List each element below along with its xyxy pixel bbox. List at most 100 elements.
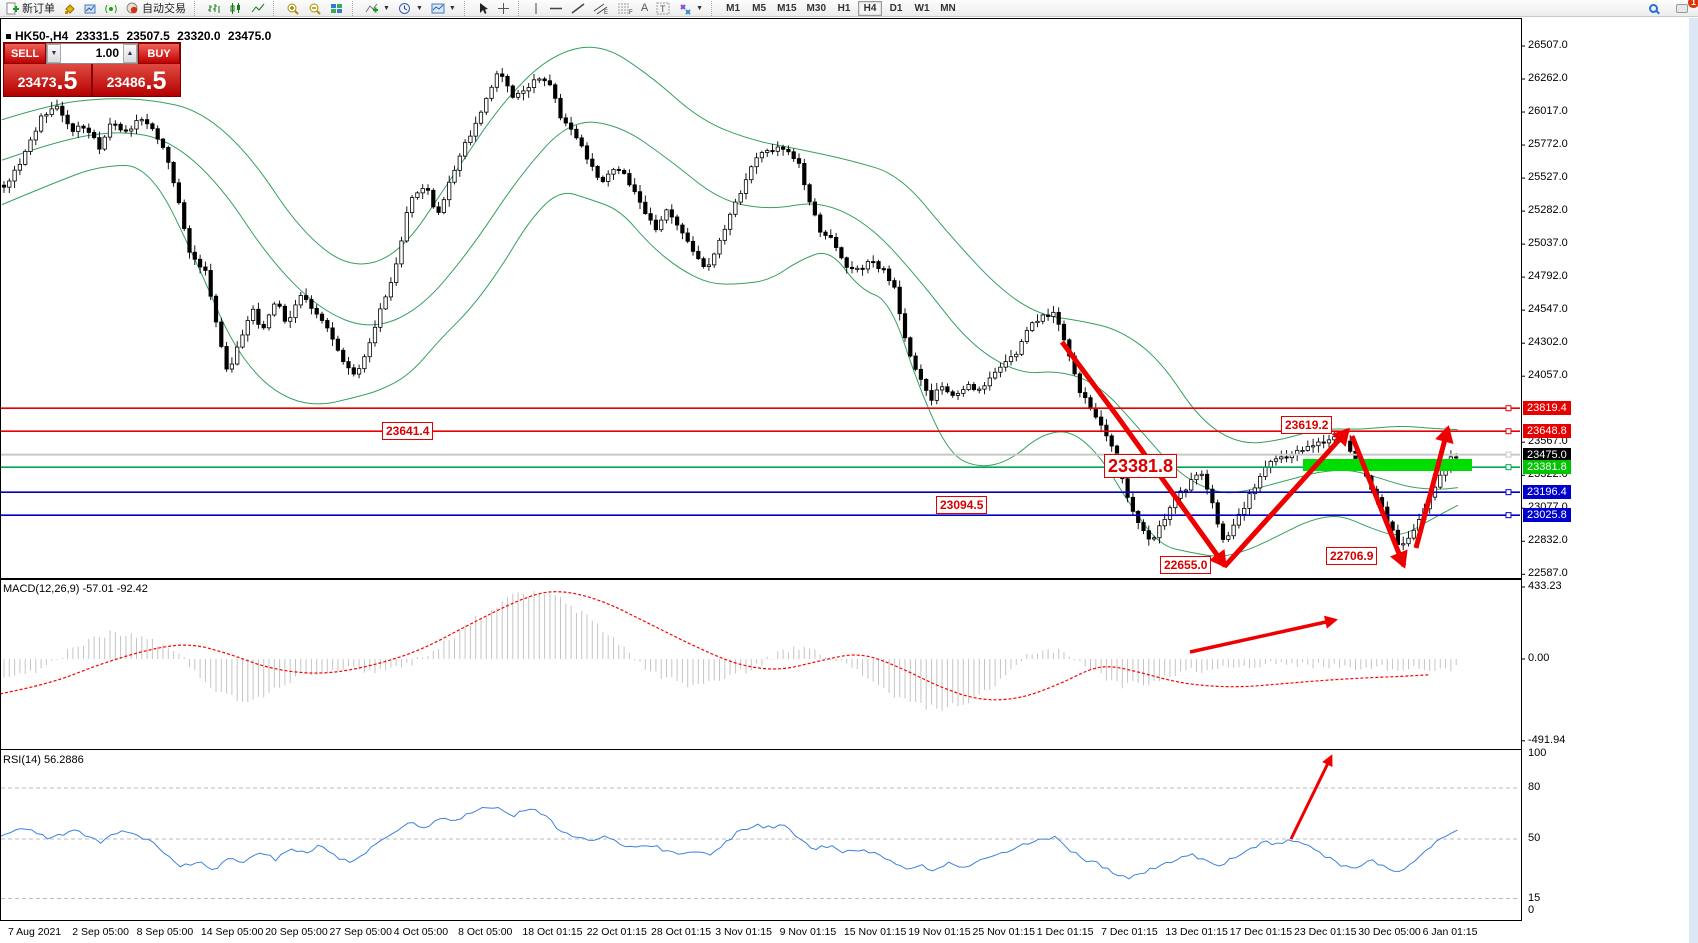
trend-arrow-head (1209, 549, 1227, 569)
price-callout-22655.0[interactable]: 22655.0 (1160, 556, 1212, 574)
level-line-anchor[interactable] (1505, 405, 1512, 412)
signal-icon (105, 2, 118, 15)
panel-border (0, 18, 1522, 579)
date-axis-label: 25 Nov 01:15 (972, 926, 1035, 938)
signals-button[interactable] (101, 0, 122, 16)
trend-arrow[interactable] (1223, 428, 1350, 568)
market-watch-button[interactable] (80, 0, 101, 16)
notifications-button[interactable]: 1 (1672, 0, 1698, 17)
date-axis-label: 15 Nov 01:15 (843, 926, 907, 938)
lot-increase-button[interactable]: ▲ (123, 44, 137, 63)
line-chart-button[interactable] (247, 0, 269, 16)
timeframe-button-M5[interactable]: M5 (752, 2, 767, 14)
auto-trading-button[interactable]: 自动交易 (122, 0, 190, 16)
lot-size-input[interactable]: 1.00 (95, 46, 119, 60)
timeframe-button-M1[interactable]: M1 (726, 2, 741, 14)
lot-decrease-button[interactable]: ▼ (47, 44, 61, 63)
level-line-anchor[interactable] (1505, 512, 1512, 519)
level-line-anchor[interactable] (1505, 451, 1512, 458)
price-tick-label: 23567.0 (1528, 435, 1568, 448)
trend-arrow[interactable] (1289, 756, 1333, 840)
open-value: 23331.5 (75, 29, 120, 43)
periods-button[interactable]: ▼ (394, 0, 427, 16)
rsi-tick-label: 50 (1528, 832, 1541, 844)
timeframe-button-W1[interactable]: W1 (914, 2, 930, 14)
date-axis-label: 22 Oct 01:15 (586, 926, 647, 938)
vertical-line-tool[interactable] (527, 0, 545, 16)
trend-arrow[interactable] (1059, 340, 1228, 568)
green-highlight-bar[interactable] (1303, 459, 1472, 471)
price-tick-label: 22832.0 (1528, 534, 1568, 547)
sell-price-display[interactable]: 23473.5 (4, 64, 91, 96)
price-badge-23381.8: 23381.8 (1523, 460, 1571, 475)
trend-arrow[interactable] (1349, 435, 1407, 567)
chart-window[interactable]: HK50-,H4 23331.5 23507.5 23320.0 23475.0… (0, 18, 1698, 943)
cursor-button[interactable] (473, 0, 493, 16)
trend-arrow[interactable] (1413, 427, 1451, 549)
search-button[interactable] (1645, 1, 1662, 17)
timeframe-button-H4[interactable]: H4 (858, 0, 882, 16)
date-axis-label: 7 Aug 2021 (8, 926, 62, 938)
candlestick-chart-button[interactable] (225, 0, 247, 16)
trendline-tool[interactable] (567, 0, 589, 16)
toolbar-separator (711, 0, 716, 16)
dropdown-caret-icon: ▼ (448, 4, 456, 12)
level-line-anchor[interactable] (1505, 428, 1512, 435)
rsi-tick-label: 15 (1528, 891, 1541, 904)
low-value: 23320.0 (177, 29, 221, 43)
trend-arrow[interactable] (1189, 618, 1336, 654)
rsi-tick-label: 0 (1528, 904, 1535, 916)
buy-price-display[interactable]: 23486.5 (91, 64, 180, 96)
sell-price-main: 23473 (17, 74, 57, 90)
sell-button[interactable]: SELL (4, 43, 46, 64)
price-tick-label: 26262.0 (1528, 72, 1568, 85)
arrows-tool[interactable]: ▼ (674, 0, 707, 16)
level-line-anchor[interactable] (1505, 464, 1512, 471)
rsi-line (1, 806, 1458, 880)
panel-border (0, 579, 1522, 750)
chart-canvas[interactable] (0, 18, 1698, 943)
auto-trading-label: 自动交易 (142, 3, 186, 15)
timeframe-button-M15[interactable]: M15 (777, 2, 797, 14)
price-callout-23619.2[interactable]: 23619.2 (1281, 416, 1333, 434)
svg-text:T: T (660, 4, 666, 14)
horizontal-line-tool[interactable] (545, 0, 567, 16)
templates-button[interactable]: ▼ (427, 0, 460, 16)
bar-chart-button[interactable] (203, 0, 225, 16)
fibonacci-tool[interactable]: F (613, 0, 637, 16)
price-callout-23381.8[interactable]: 23381.8 (1104, 454, 1178, 478)
date-axis-label: 8 Oct 05:00 (458, 926, 513, 938)
price-callout-22706.9[interactable]: 22706.9 (1326, 547, 1378, 565)
price-callout-23094.5[interactable]: 23094.5 (936, 496, 988, 514)
text-tool[interactable]: A (637, 0, 652, 16)
macd-signal-line (1, 591, 1431, 701)
dropdown-caret-icon: ▼ (415, 4, 423, 12)
date-axis-label: 13 Dec 01:15 (1165, 926, 1228, 938)
date-axis-label: 2 Sep 05:00 (72, 926, 129, 938)
tile-windows-button[interactable] (326, 0, 348, 16)
text-label-tool[interactable]: T (652, 0, 674, 16)
timeframe-button-D1[interactable]: D1 (889, 2, 903, 14)
toolbar-separator (463, 0, 469, 16)
equidistant-channel-tool[interactable]: E (589, 0, 613, 16)
timeframe-button-MN[interactable]: MN (940, 2, 956, 14)
buy-button[interactable]: BUY (138, 43, 180, 64)
paint-bucket-icon (63, 2, 76, 15)
styler-button[interactable] (59, 0, 80, 16)
zoom-out-button[interactable] (304, 0, 326, 16)
indicators-button[interactable]: ▼ (361, 0, 394, 16)
rsi-label: RSI(14) (3, 754, 41, 766)
symbol-marker-icon (6, 34, 11, 40)
timeframe-button-M30[interactable]: M30 (806, 2, 826, 14)
text-tool-glyph: A (640, 2, 649, 14)
timeframe-button-H1[interactable]: H1 (837, 2, 851, 14)
price-callout-23641.4[interactable]: 23641.4 (382, 422, 434, 440)
new-order-button[interactable]: 新订单 (2, 0, 59, 16)
trend-arrow-head (1331, 427, 1351, 447)
price-tick-label: 26507.0 (1528, 39, 1568, 51)
price-badge-23025.8: 23025.8 (1523, 508, 1571, 523)
zoom-in-button[interactable] (282, 0, 304, 16)
crosshair-button[interactable] (493, 0, 514, 16)
level-line-anchor[interactable] (1505, 489, 1512, 496)
search-icon (1649, 4, 1658, 13)
